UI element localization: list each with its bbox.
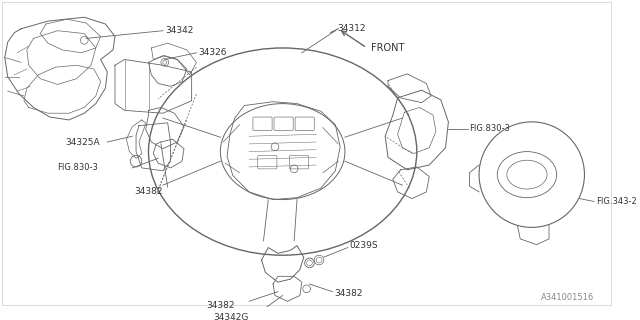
Text: A341001516: A341001516 [541,293,594,302]
Text: 34325A: 34325A [65,138,100,147]
Text: FIG.830-3: FIG.830-3 [470,124,510,133]
Text: FIG.343-2: FIG.343-2 [596,197,637,206]
Text: 34326: 34326 [198,48,227,57]
Text: 34382: 34382 [206,300,234,310]
Text: 34382: 34382 [134,188,163,196]
Text: 34342: 34342 [164,26,193,35]
Text: 34342G: 34342G [214,313,249,320]
Text: FIG.830-3: FIG.830-3 [58,164,99,172]
Text: 0239S: 0239S [349,241,378,250]
Text: 34382: 34382 [334,289,363,298]
Text: 34312: 34312 [337,24,366,33]
Text: FRONT: FRONT [371,43,404,53]
